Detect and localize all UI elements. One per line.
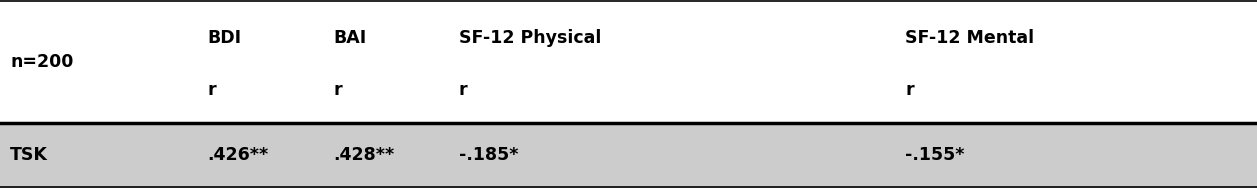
Text: SF-12 Mental: SF-12 Mental <box>905 29 1035 47</box>
Text: r: r <box>333 81 342 99</box>
Text: SF-12 Physical: SF-12 Physical <box>459 29 601 47</box>
Text: .426**: .426** <box>207 146 269 164</box>
Bar <box>0 123 1257 187</box>
Text: BAI: BAI <box>333 29 366 47</box>
Text: -.185*: -.185* <box>459 146 518 164</box>
Text: n=200: n=200 <box>10 53 73 71</box>
Text: r: r <box>459 81 468 99</box>
Text: .428**: .428** <box>333 146 395 164</box>
Text: r: r <box>905 81 914 99</box>
Bar <box>0 1 1257 123</box>
Text: BDI: BDI <box>207 29 241 47</box>
Text: TSK: TSK <box>10 146 48 164</box>
Text: -.155*: -.155* <box>905 146 964 164</box>
Text: r: r <box>207 81 216 99</box>
